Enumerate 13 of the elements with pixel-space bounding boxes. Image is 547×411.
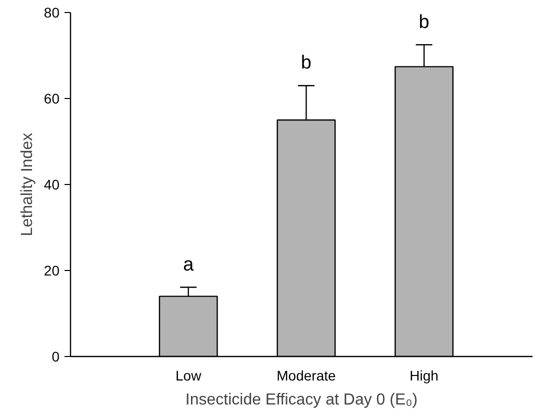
annotation: a xyxy=(183,254,194,276)
y-tick-label: 40 xyxy=(44,176,60,192)
y-tick-label: 60 xyxy=(44,90,60,106)
x-tick-label: Low xyxy=(176,368,202,384)
y-axis-title: Lethality Index xyxy=(18,132,36,236)
y-tick-label: 20 xyxy=(44,262,60,278)
x-axis-title: Insecticide Efficacy at Day 0 (E₀) xyxy=(185,392,418,408)
x-tick-label: Moderate xyxy=(276,368,336,384)
y-tick-label: 0 xyxy=(52,348,60,364)
annotation: b xyxy=(300,52,312,74)
y-tick-label: 80 xyxy=(44,4,60,20)
x-tick-label: High xyxy=(410,368,438,384)
annotation: b xyxy=(418,12,430,33)
